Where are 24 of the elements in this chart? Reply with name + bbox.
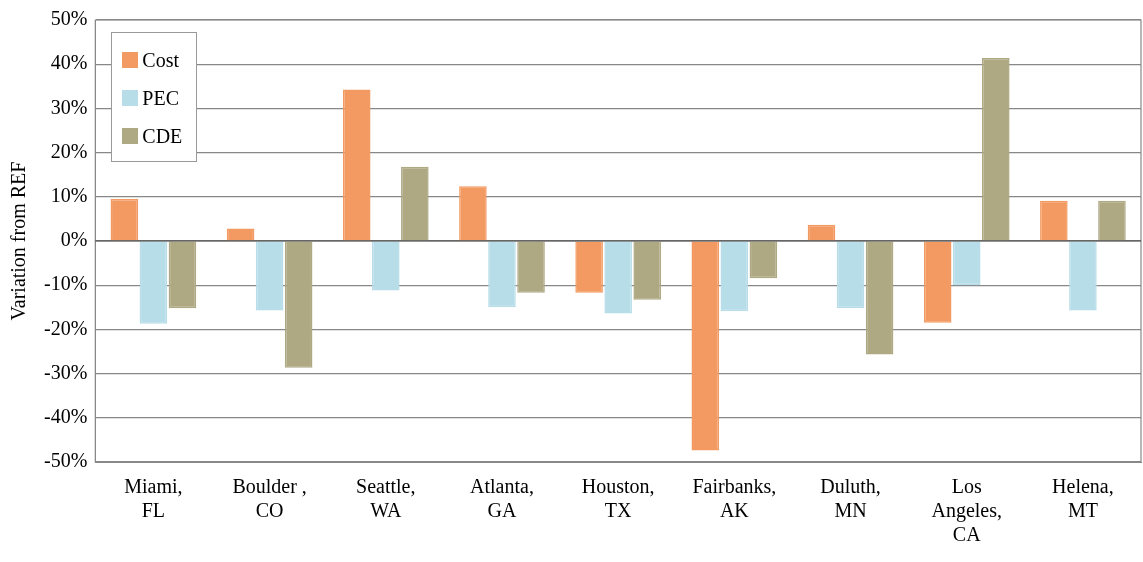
legend-label: CDE [142, 124, 183, 148]
y-tick-label: 40% [50, 51, 88, 74]
x-tick-label: Boulder , CO [232, 475, 307, 522]
y-tick-label: -10% [43, 272, 88, 295]
y-tick-label: 50% [50, 7, 88, 30]
y-axis-title: Variation from REF [7, 161, 30, 321]
x-tick-label: Fairbanks, AK [692, 475, 777, 522]
x-tick-label: Helena, MT [1052, 475, 1114, 522]
y-tick-label: 10% [50, 184, 88, 207]
y-tick-label: -40% [43, 405, 88, 428]
y-tick-label: -20% [43, 316, 88, 339]
y-tick-label: 0% [60, 228, 88, 251]
y-tick-label: 30% [50, 95, 88, 118]
x-tick-label: Houston, TX [581, 475, 655, 522]
x-tick-label: Duluth, MN [820, 475, 881, 522]
x-tick-label: Atlanta, GA [470, 475, 534, 522]
legend-label: PEC [142, 86, 179, 110]
y-tick-label: -30% [43, 360, 88, 383]
x-tick-label: Miami, FL [124, 475, 183, 522]
y-tick-label: 20% [50, 139, 88, 162]
x-tick-label: Los Angeles, CA [931, 475, 1002, 546]
y-tick-label: -50% [43, 449, 88, 472]
legend-label: Cost [142, 48, 179, 72]
x-tick-label: Seattle, WA [356, 475, 416, 522]
